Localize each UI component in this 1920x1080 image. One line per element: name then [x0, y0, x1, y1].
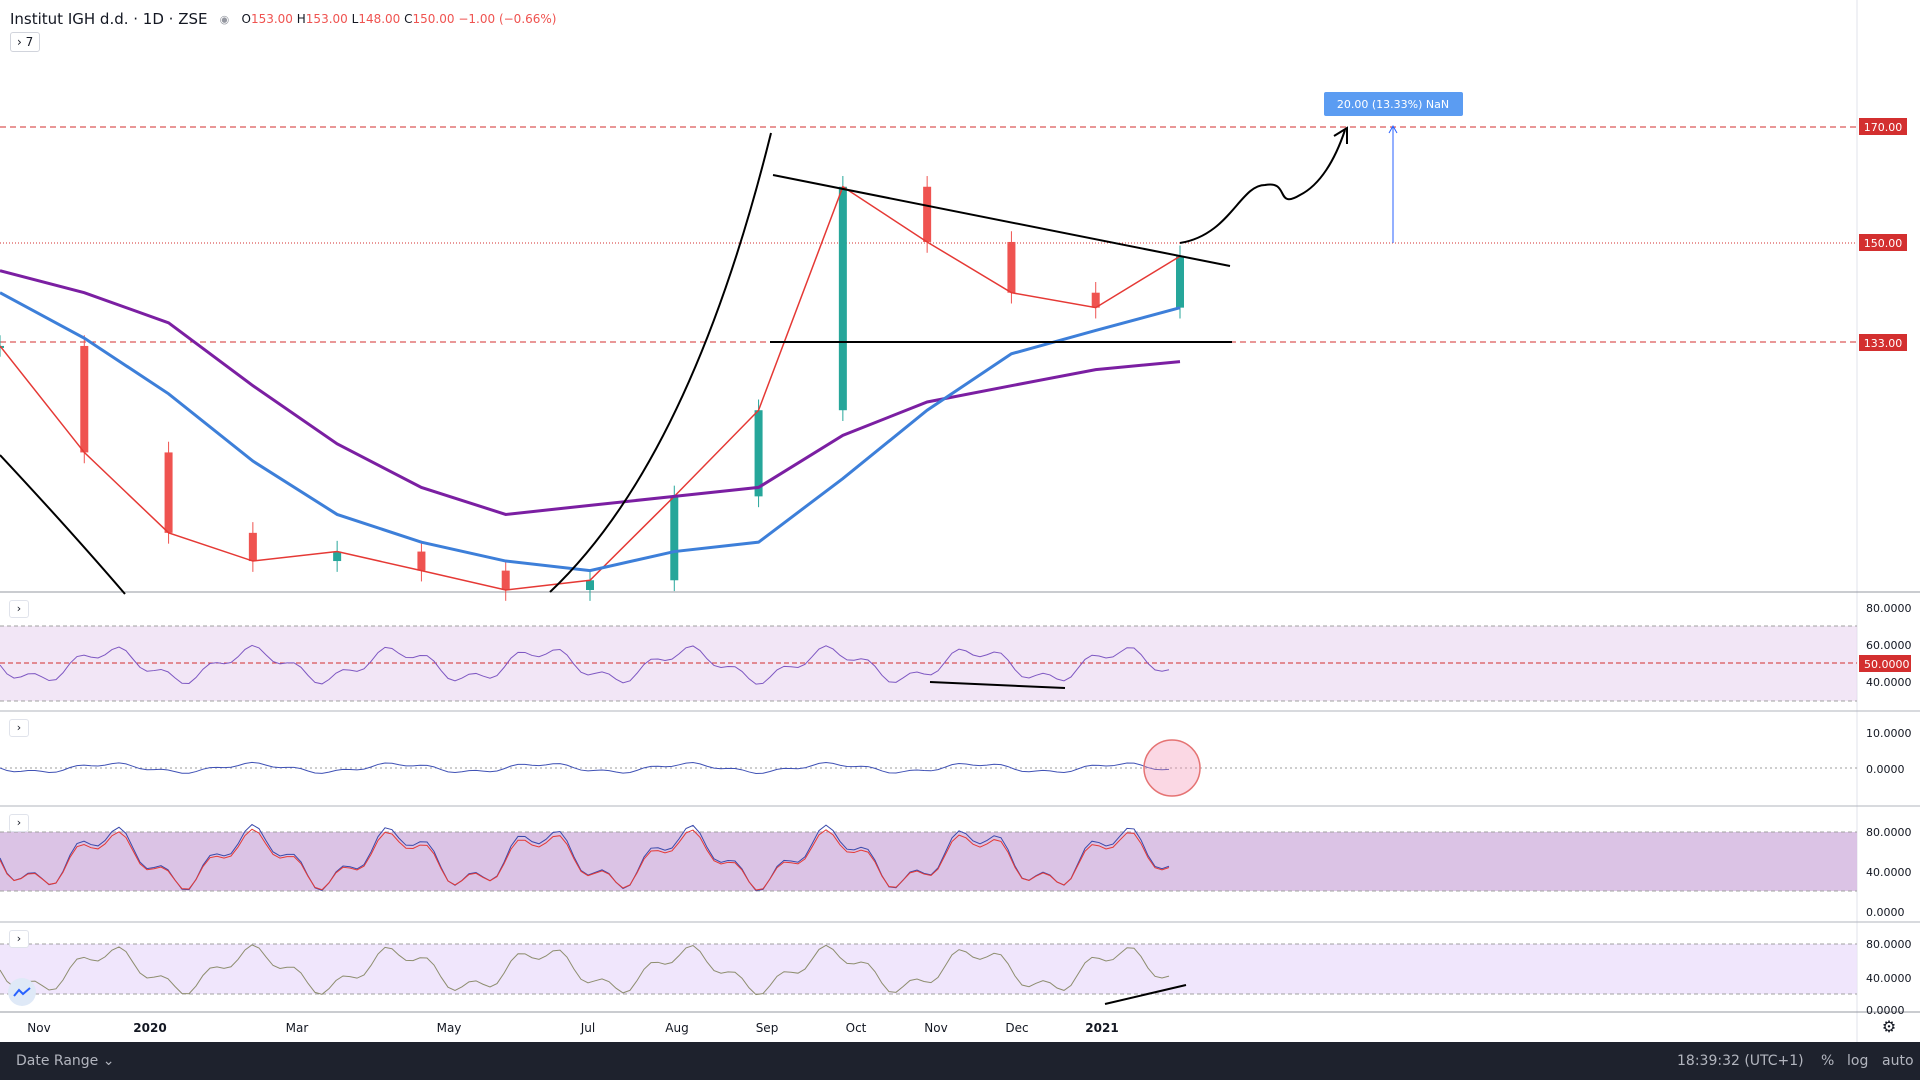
x-tick-label: 2020: [133, 1021, 167, 1035]
percent-scale-button[interactable]: %: [1821, 1053, 1835, 1069]
projection-arrowhead: [1333, 126, 1348, 144]
close-value: 150.00: [412, 12, 455, 26]
stoch-tick-40: 40.0000: [1866, 866, 1912, 879]
gear-icon[interactable]: ⚙: [1881, 1017, 1897, 1036]
x-tick-label: May: [436, 1021, 462, 1035]
macd-pane-toggle[interactable]: ›: [9, 719, 29, 737]
stoch-tick-0: 0.0000: [1866, 906, 1905, 919]
macd-highlight-circle: [1143, 739, 1201, 797]
candle-body: [754, 410, 763, 497]
rsi-tick-50: 50.0000: [1864, 658, 1910, 671]
ma-line-ma100: [0, 291, 1181, 573]
price-label-150: 150.00: [1864, 237, 1903, 250]
low-value: 148.00: [358, 12, 401, 26]
change-value: −1.00 (−0.66%): [458, 12, 557, 26]
candle-body: [333, 551, 342, 562]
stoch-tick-80: 80.0000: [1866, 826, 1912, 839]
high-value: 153.00: [305, 12, 348, 26]
candle-body: [670, 496, 679, 581]
ohlc-readout: O153.00 H153.00 L148.00 C150.00 −1.00 (−…: [241, 12, 557, 26]
price-label-133: 133.00: [1864, 337, 1903, 350]
osc-divergence-line: [1104, 984, 1187, 1005]
x-tick-label: Jul: [580, 1021, 596, 1035]
parabolic-curve: [549, 132, 772, 593]
rsi-line: [0, 644, 1170, 685]
x-tick-label: Dec: [1005, 1021, 1029, 1035]
candle-body: [164, 452, 173, 533]
osc-tick-80: 80.0000: [1866, 938, 1912, 951]
x-tick-label: Oct: [845, 1021, 867, 1035]
symbol-title[interactable]: Institut IGH d.d. · 1D · ZSE: [10, 10, 208, 28]
log-scale-button[interactable]: log: [1847, 1053, 1869, 1069]
rsi-pane-toggle[interactable]: ›: [9, 600, 29, 618]
candle-body: [80, 345, 89, 453]
eye-icon[interactable]: ◉: [219, 12, 230, 26]
stoch-d-line: [0, 828, 1170, 891]
chart-header: Institut IGH d.d. · 1D · ZSE ◉ O153.00 H…: [10, 8, 557, 30]
ma-line-ma200: [0, 269, 1181, 516]
open-value: 153.00: [250, 12, 293, 26]
rsi-tick-60: 60.0000: [1866, 639, 1912, 652]
candle-body: [0, 345, 4, 348]
candle-body: [501, 570, 510, 590]
macd-tick-0: 0.0000: [1866, 763, 1905, 776]
osc-pane-toggle[interactable]: ›: [9, 930, 29, 948]
candle-body: [586, 580, 594, 590]
x-tick-label: Mar: [285, 1021, 309, 1035]
candle-body: [248, 532, 257, 562]
stoch-band: [0, 832, 1857, 891]
rsi-tick-40: 40.0000: [1866, 676, 1912, 689]
projection-path: [1179, 129, 1346, 244]
rsi-tick-80: 80.0000: [1866, 602, 1912, 615]
curve-left: [0, 454, 126, 595]
rsi-divergence-line: [929, 681, 1066, 689]
indicator-collapse-button[interactable]: › 7: [10, 32, 41, 52]
osc-tick-0: 0.0000: [1866, 1004, 1905, 1017]
x-tick-label: 2021: [1085, 1021, 1119, 1035]
candle-body: [923, 186, 932, 242]
candle-body: [1176, 256, 1184, 308]
price-label-170: 170.00: [1864, 121, 1903, 134]
x-tick-label: Aug: [665, 1021, 689, 1035]
bottom-toolbar: Date Range ⌄ 18:39:32 (UTC+1) % log auto: [0, 1042, 1920, 1080]
candle-body: [1007, 241, 1016, 293]
chart-canvas[interactable]: 20.00 (13.33%) NaN 170.00 150.00 133.00 …: [0, 0, 1920, 1042]
candle-body: [838, 186, 847, 411]
candle-body: [417, 551, 426, 571]
macd-line: [0, 761, 1170, 774]
x-tick-label: Sep: [755, 1021, 779, 1035]
triangle-upper-line: [772, 174, 1231, 267]
x-tick-label: Nov: [924, 1021, 948, 1035]
osc-tick-40: 40.0000: [1866, 972, 1912, 985]
auto-scale-button[interactable]: auto: [1882, 1053, 1914, 1069]
x-tick-label: Nov: [27, 1021, 51, 1035]
stoch-pane-toggle[interactable]: ›: [9, 814, 29, 832]
candle-body: [1091, 292, 1100, 308]
clock-readout[interactable]: 18:39:32 (UTC+1): [1677, 1053, 1804, 1069]
osc-band: [0, 944, 1857, 994]
measure-tooltip: [1324, 92, 1463, 116]
date-range-button[interactable]: Date Range ⌄: [16, 1053, 115, 1069]
macd-tick-10: 10.0000: [1866, 727, 1912, 740]
close-line: [0, 185, 1181, 591]
osc-line: [0, 944, 1170, 996]
tradingview-logo: [8, 978, 36, 1006]
measure-label: 20.00 (13.33%) NaN: [1337, 98, 1449, 111]
